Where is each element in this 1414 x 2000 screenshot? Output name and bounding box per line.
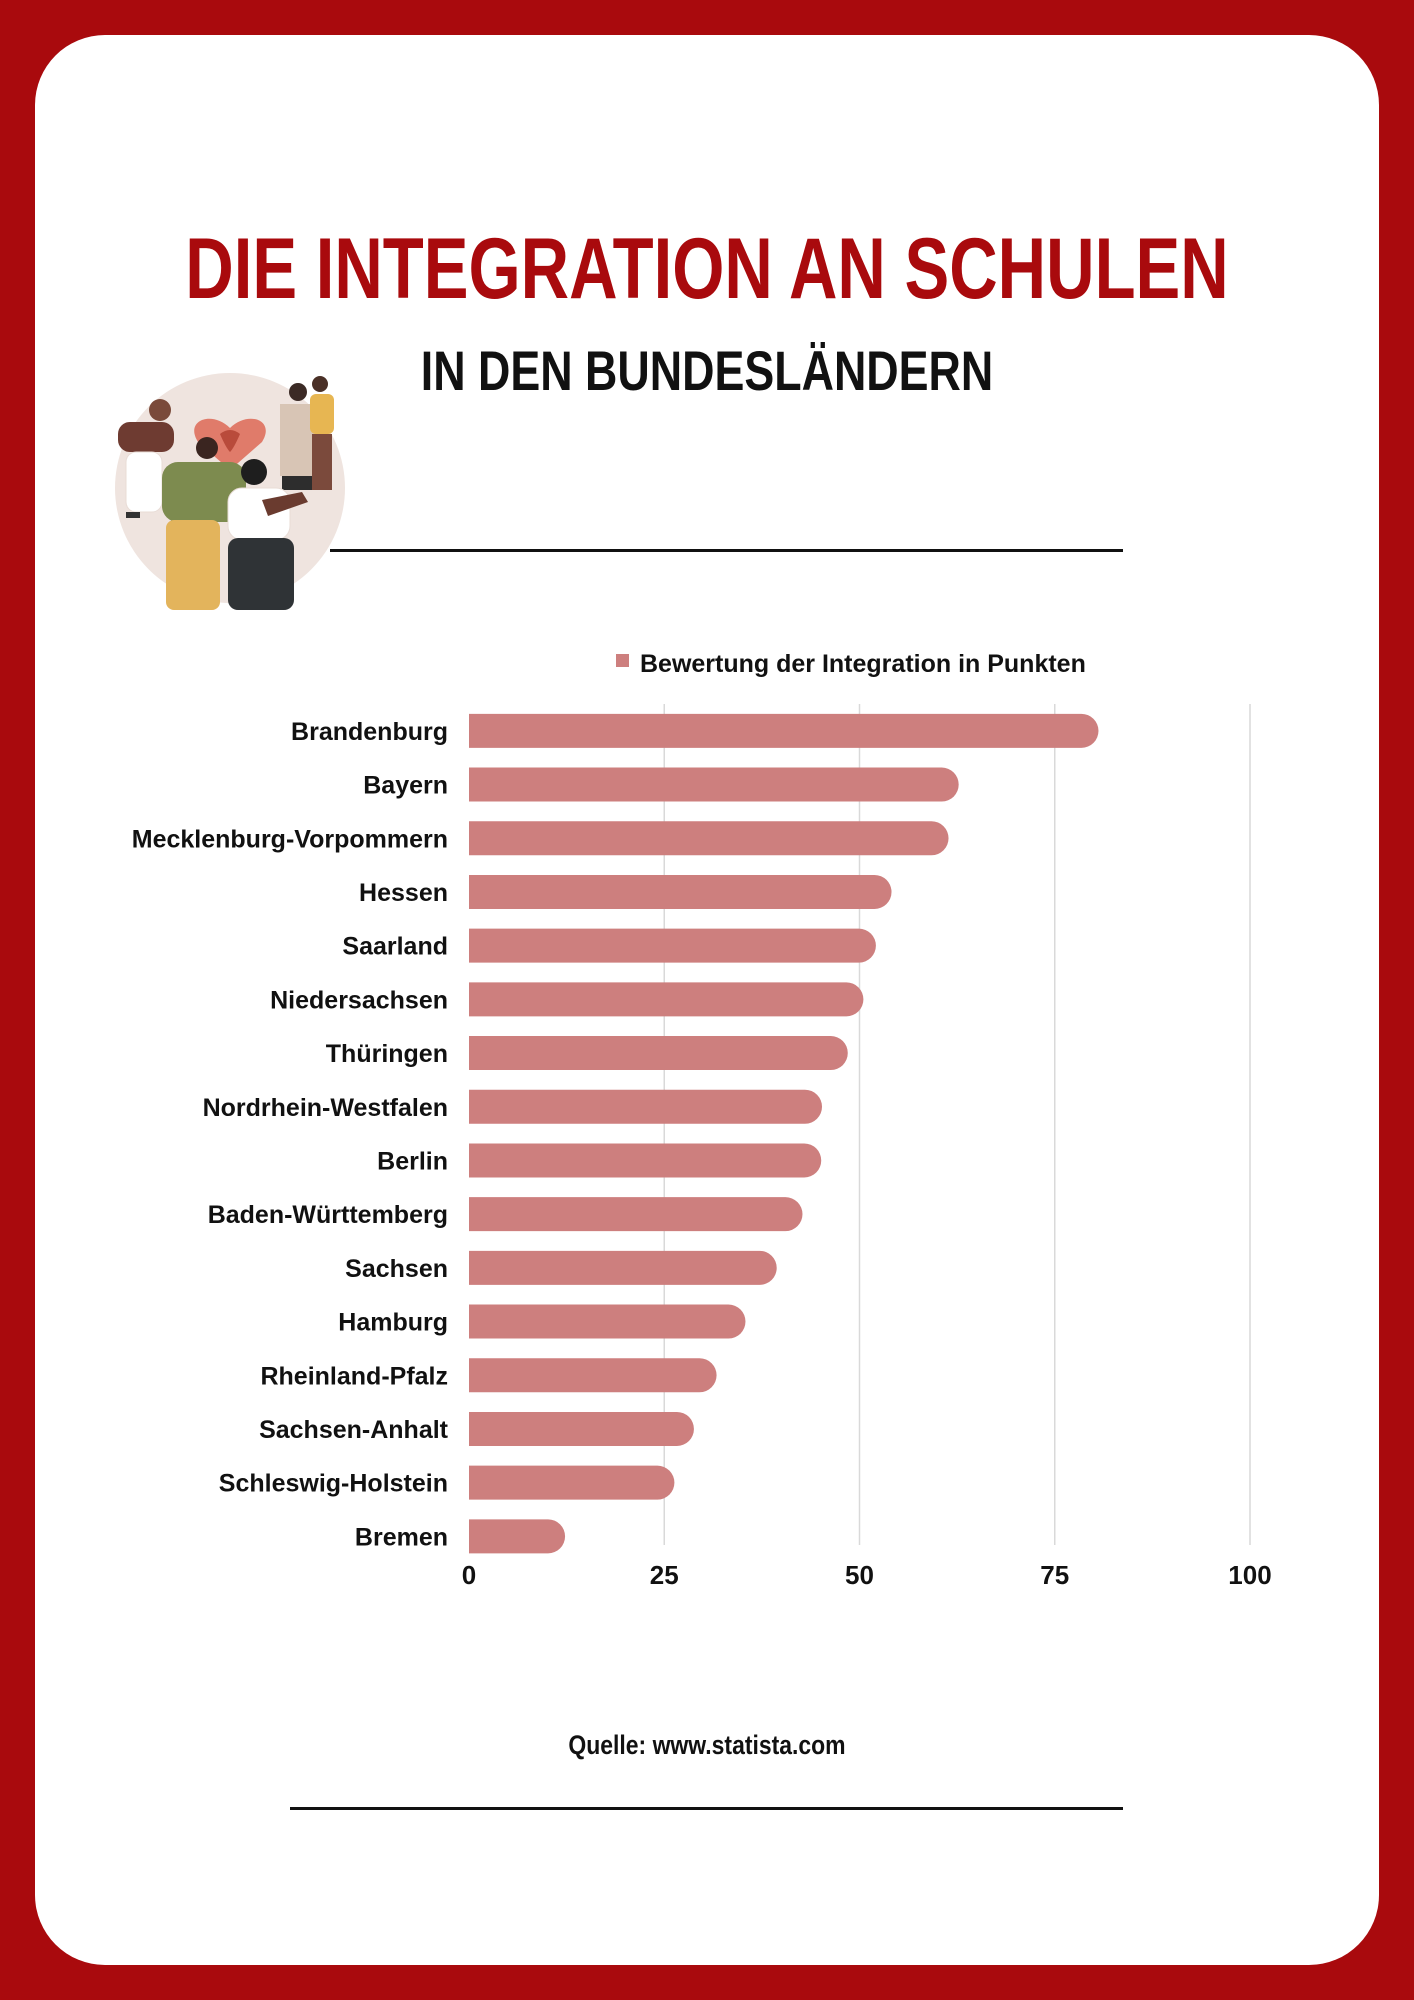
bar-Niedersachsen — [469, 982, 864, 1017]
bar-Bremen — [469, 1519, 566, 1554]
chart-bars — [469, 713, 1099, 1554]
category-label: Bremen — [355, 1523, 448, 1551]
category-label: Thüringen — [326, 1040, 448, 1068]
legend-label: Bewertung der Integration in Punkten — [640, 650, 1086, 678]
category-label: Nordrhein-Westfalen — [203, 1094, 448, 1122]
bar-Bayern — [469, 767, 959, 802]
category-label: Rheinland-Pfalz — [260, 1362, 448, 1390]
category-label: Hessen — [359, 879, 448, 907]
category-label: Sachsen — [345, 1255, 448, 1283]
bar-Mecklenburg-Vorpommern — [469, 821, 949, 856]
x-tick-label: 75 — [1040, 1560, 1069, 1590]
bar-Nordrhein-Westfalen — [469, 1089, 823, 1124]
divider-bottom — [290, 1807, 1123, 1810]
category-label: Sachsen-Anhalt — [259, 1416, 449, 1444]
bar-Saarland — [469, 928, 876, 963]
divider-top — [330, 549, 1123, 552]
bar-Rheinland-Pfalz — [469, 1358, 717, 1393]
category-labels: Brandenburg Bayern Mecklenburg-Vorpommern H… — [132, 718, 449, 1552]
bar-Thüringen — [469, 1036, 848, 1071]
source-caption: Quelle: www.statista.com — [568, 1730, 846, 1760]
category-label: Bayern — [363, 772, 448, 800]
x-tick-label: 100 — [1228, 1560, 1271, 1590]
bar-Sachsen — [469, 1250, 777, 1285]
category-label: Saarland — [342, 933, 448, 961]
people-community-illustration — [112, 370, 352, 610]
category-label: Berlin — [377, 1147, 448, 1175]
category-label: Niedersachsen — [270, 986, 448, 1014]
page-title: DIE INTEGRATION AN SCHULEN — [185, 221, 1229, 317]
category-label: Hamburg — [338, 1309, 448, 1337]
bar-chart: Bewertung der Integration in Punkten Bra… — [132, 650, 1272, 1590]
page-subtitle: IN DEN BUNDESLÄNDERN — [420, 339, 994, 402]
legend-swatch — [616, 654, 629, 667]
x-tick-label: 0 — [462, 1560, 476, 1590]
category-label: Baden-Württemberg — [208, 1201, 448, 1229]
bar-Brandenburg — [469, 713, 1099, 748]
bar-Schleswig-Holstein — [469, 1465, 675, 1500]
bar-Hessen — [469, 874, 892, 909]
x-tick-labels: 0 25 50 75 100 — [462, 1560, 1272, 1590]
category-label: Mecklenburg-Vorpommern — [132, 825, 448, 853]
bar-Hamburg — [469, 1304, 746, 1339]
bar-Baden-Württemberg — [469, 1197, 803, 1232]
chart-legend: Bewertung der Integration in Punkten — [616, 650, 1086, 678]
x-tick-label: 50 — [845, 1560, 874, 1590]
x-tick-label: 25 — [650, 1560, 679, 1590]
bar-Sachsen-Anhalt — [469, 1411, 694, 1446]
bar-Berlin — [469, 1143, 822, 1178]
category-label: Brandenburg — [291, 718, 448, 746]
category-label: Schleswig-Holstein — [219, 1470, 448, 1498]
